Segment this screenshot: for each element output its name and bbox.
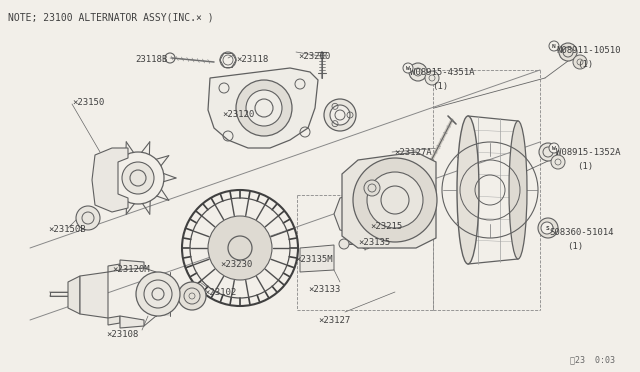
Circle shape xyxy=(246,90,282,126)
Text: (1): (1) xyxy=(432,82,448,91)
Circle shape xyxy=(208,216,272,280)
Polygon shape xyxy=(92,148,128,212)
Circle shape xyxy=(122,162,154,194)
Polygon shape xyxy=(300,245,334,272)
Text: W08915-4351A: W08915-4351A xyxy=(410,68,474,77)
Circle shape xyxy=(178,282,206,310)
Polygon shape xyxy=(120,316,144,328)
Text: W: W xyxy=(406,65,410,71)
Text: ×23120: ×23120 xyxy=(222,110,254,119)
Text: W08915-1352A: W08915-1352A xyxy=(556,148,621,157)
Text: ×23230: ×23230 xyxy=(220,260,252,269)
Text: 23118B: 23118B xyxy=(136,55,168,64)
Text: ×23108: ×23108 xyxy=(106,330,138,339)
Text: ×23135: ×23135 xyxy=(358,238,390,247)
Polygon shape xyxy=(342,152,436,248)
Ellipse shape xyxy=(457,116,479,264)
Polygon shape xyxy=(108,264,120,272)
Text: (1): (1) xyxy=(567,242,583,251)
Polygon shape xyxy=(120,260,144,270)
Circle shape xyxy=(549,143,559,153)
Circle shape xyxy=(539,143,557,161)
Polygon shape xyxy=(108,316,120,325)
Circle shape xyxy=(324,99,356,131)
Text: ×23127A: ×23127A xyxy=(394,148,431,157)
Polygon shape xyxy=(80,272,108,318)
Text: ×23118: ×23118 xyxy=(236,55,268,64)
Text: ×23127: ×23127 xyxy=(318,316,350,325)
Text: W: W xyxy=(552,145,556,151)
Text: ×23215: ×23215 xyxy=(370,222,403,231)
Text: ×23200: ×23200 xyxy=(298,52,330,61)
Polygon shape xyxy=(208,68,318,148)
Text: ˃23  0:03: ˃23 0:03 xyxy=(570,355,615,364)
Text: ×23133: ×23133 xyxy=(308,285,340,294)
Circle shape xyxy=(364,180,380,196)
Circle shape xyxy=(236,80,292,136)
Circle shape xyxy=(136,272,180,316)
Circle shape xyxy=(538,218,558,238)
Circle shape xyxy=(353,158,437,242)
Polygon shape xyxy=(334,192,376,235)
Circle shape xyxy=(348,204,364,220)
Text: ×23135M: ×23135M xyxy=(295,255,333,264)
Circle shape xyxy=(551,155,565,169)
Text: ×23102: ×23102 xyxy=(204,288,236,297)
Text: (1): (1) xyxy=(577,162,593,171)
Text: ×23150: ×23150 xyxy=(72,98,104,107)
Text: NOTE; 23100 ALTERNATOR ASSY(INC.× ): NOTE; 23100 ALTERNATOR ASSY(INC.× ) xyxy=(8,12,214,22)
Circle shape xyxy=(573,55,587,69)
Circle shape xyxy=(409,63,427,81)
Circle shape xyxy=(361,239,371,249)
Polygon shape xyxy=(68,276,80,314)
Circle shape xyxy=(559,43,577,61)
Circle shape xyxy=(367,172,423,228)
Text: S08360-51014: S08360-51014 xyxy=(549,228,614,237)
Text: (1): (1) xyxy=(577,60,593,69)
Text: N: N xyxy=(552,44,556,48)
Circle shape xyxy=(549,41,559,51)
Text: ×23150B: ×23150B xyxy=(48,225,86,234)
Circle shape xyxy=(144,280,172,308)
Circle shape xyxy=(330,105,350,125)
Text: ×23120M: ×23120M xyxy=(112,265,150,274)
Circle shape xyxy=(403,63,413,73)
Circle shape xyxy=(425,71,439,85)
Circle shape xyxy=(541,222,553,234)
Text: N08911-10510: N08911-10510 xyxy=(556,46,621,55)
Circle shape xyxy=(76,206,100,230)
Text: S: S xyxy=(545,225,549,231)
Circle shape xyxy=(339,239,349,249)
Ellipse shape xyxy=(509,121,527,259)
